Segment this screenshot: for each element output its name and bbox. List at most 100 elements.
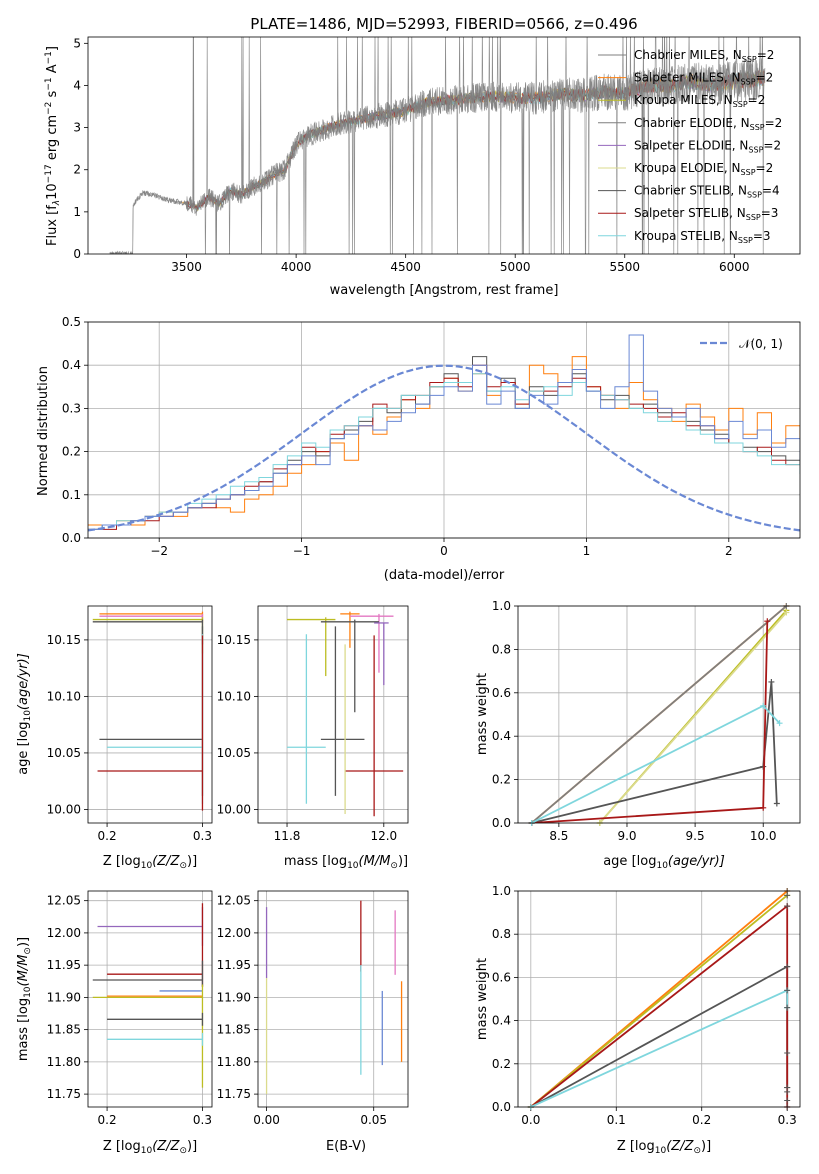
weight-point-marker xyxy=(783,609,790,616)
y-tick-label: 0.2 xyxy=(492,1057,511,1071)
y-tick-label: 0.2 xyxy=(492,773,511,787)
y-tick-label: 11.85 xyxy=(217,1023,251,1037)
ebv-xlabel: E(B-V) xyxy=(326,1139,366,1154)
y-tick-label: 0.2 xyxy=(62,445,81,459)
y-tick-label: 11.75 xyxy=(47,1087,81,1101)
y-tick-label: 11.80 xyxy=(47,1055,81,1069)
histogram-series xyxy=(88,334,800,530)
y-tick-label: 0 xyxy=(73,247,81,261)
legend-label: Chabrier STELIB, NSSP=4 xyxy=(634,184,780,200)
x-tick-label: 0.2 xyxy=(98,829,117,843)
weight-point-marker xyxy=(784,1097,791,1104)
y-tick-label: 11.75 xyxy=(217,1087,251,1101)
axes-frame xyxy=(87,321,801,539)
x-tick-label: 9.5 xyxy=(686,829,705,843)
y-tick-label: 5 xyxy=(73,36,81,50)
weight-series-line xyxy=(530,894,788,1107)
mw-z-ylabel: mass weight xyxy=(475,958,490,1040)
x-tick-label: 12.0 xyxy=(370,829,397,843)
legend-label: Chabrier ELODIE, NSSP=2 xyxy=(634,116,782,132)
axes-frame xyxy=(87,605,213,824)
legend-label: 𝒩(0, 1) xyxy=(739,337,783,351)
age-vs-metallicity-panel: 0.2 0.3 10.00 10.05 10.10 10.15 xyxy=(47,605,213,843)
y-tick-label: 0.4 xyxy=(492,729,511,743)
x-tick-label: 0.05 xyxy=(360,1113,387,1127)
legend-label: Kroupa STELIB, NSSP=3 xyxy=(634,229,771,245)
spectrum-panel: 3500 4000 4500 5000 5500 6000 0 1 2 3 4 5 Chabrier M… xyxy=(73,36,801,274)
mw-age-ylabel: mass weight xyxy=(475,673,490,755)
y-tick-label: 0.6 xyxy=(492,970,511,984)
weight-point-marker xyxy=(784,1050,791,1056)
histogram-series xyxy=(88,364,800,530)
weight-point-marker xyxy=(784,963,791,970)
y-tick-label: 11.85 xyxy=(47,1023,81,1037)
y-tick-label: 11.95 xyxy=(217,958,251,972)
residual-xlabel: (data-model)/error xyxy=(384,568,505,583)
age-ylabel: age [log10(age/yr)] xyxy=(16,653,33,775)
y-tick-label: 0.0 xyxy=(62,531,81,545)
y-tick-label: 11.90 xyxy=(217,990,251,1004)
x-tick-label: −1 xyxy=(293,544,311,558)
mass-weight-vs-age-panel: 8.5 9.0 9.5 10.0 0.0 0.2 0.4 0.6 0.8 1.0 xyxy=(492,599,801,843)
figure-title: PLATE=1486, MJD=52993, FIBERID=0566, z=0… xyxy=(250,15,637,33)
weight-point-marker xyxy=(784,987,791,994)
y-tick-label: 4 xyxy=(73,78,81,92)
y-tick-label: 0.8 xyxy=(492,927,511,941)
mass-vs-ebv-panel: 0.00 0.05 11.75 11.80 11.85 11.90 11.95 12.00 12… xyxy=(217,890,409,1127)
mass-ylabel: mass [log10(M/M⊙)] xyxy=(16,937,33,1061)
weight-point-marker xyxy=(773,800,780,807)
x-tick-label: 0.1 xyxy=(607,1113,626,1127)
axes-frame xyxy=(517,605,801,824)
x-tick-label: 0.2 xyxy=(692,1113,711,1127)
axes-frame xyxy=(87,36,801,255)
x-tick-label: 0.3 xyxy=(778,1113,797,1127)
y-tick-label: 0.4 xyxy=(62,358,81,372)
y-tick-label: 2 xyxy=(73,163,81,177)
y-tick-label: 0.3 xyxy=(62,401,81,415)
legend-label: Kroupa ELODIE, NSSP=2 xyxy=(634,161,773,177)
legend-label: Kroupa MILES, NSSP=2 xyxy=(634,93,765,109)
weight-point-marker xyxy=(760,804,767,811)
y-tick-label: 1.0 xyxy=(492,884,511,898)
axes-frame xyxy=(257,605,409,824)
x-tick-label: 4500 xyxy=(390,260,421,274)
axes-frame xyxy=(517,890,801,1108)
legend-label: Salpeter MILES, NSSP=2 xyxy=(634,71,773,87)
mw-age-xlabel: age [log10(age/yr)] xyxy=(603,854,725,871)
y-tick-label: 10.00 xyxy=(217,802,251,816)
y-tick-label: 0.0 xyxy=(492,1100,511,1114)
age-vs-mass-panel: 11.8 12.0 10.00 10.05 10.10 10.15 xyxy=(217,605,409,843)
y-tick-label: 0.5 xyxy=(62,315,81,329)
y-tick-label: 0.0 xyxy=(492,816,511,830)
y-tick-label: 0.4 xyxy=(492,1014,511,1028)
weight-point-marker xyxy=(784,1084,791,1091)
x-tick-label: 8.5 xyxy=(549,829,568,843)
x-tick-label: 0.3 xyxy=(193,829,212,843)
y-tick-label: 11.95 xyxy=(47,958,81,972)
spectrum-ylabel: Flux [fλ10−17 erg cm−2 s−1 A−1] xyxy=(44,46,62,246)
axes-frame xyxy=(257,890,409,1108)
weight-point-marker xyxy=(776,720,783,727)
weight-point-marker xyxy=(764,618,771,625)
weight-point-marker xyxy=(784,1004,791,1011)
axes-frame xyxy=(87,890,213,1108)
normal-curve xyxy=(87,364,801,532)
x-tick-label: 5500 xyxy=(609,260,640,274)
legend-label: Salpeter ELODIE, NSSP=2 xyxy=(634,138,781,154)
x-tick-label: −2 xyxy=(150,544,168,558)
x-tick-label: 0 xyxy=(440,544,448,558)
x-tick-label: 0.00 xyxy=(253,1113,280,1127)
x-tick-label: 4000 xyxy=(281,260,312,274)
y-tick-label: 11.90 xyxy=(47,990,81,1004)
y-tick-label: 10.00 xyxy=(47,802,81,816)
spectrum-line xyxy=(109,37,766,254)
x-tick-label: 9.0 xyxy=(617,829,636,843)
spectrum-xlabel: wavelength [Angstrom, rest frame] xyxy=(330,283,559,298)
weight-point-marker xyxy=(784,903,791,910)
y-tick-label: 10.10 xyxy=(217,689,251,703)
y-tick-label: 12.05 xyxy=(217,894,251,908)
weight-series-line xyxy=(530,989,789,1107)
weight-series-line xyxy=(531,681,778,823)
residual-ylabel: Normed distribution xyxy=(36,366,51,496)
legend-label: Salpeter STELIB, NSSP=3 xyxy=(634,206,778,222)
